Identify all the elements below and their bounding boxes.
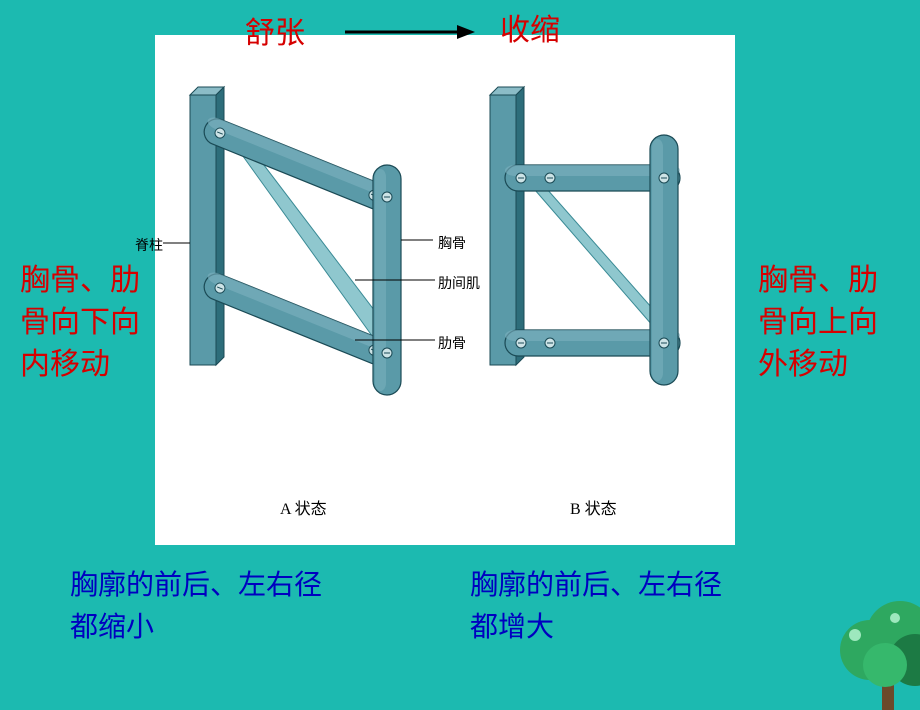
spine-label: 脊柱: [135, 235, 163, 255]
bottom-left-desc: 胸廓的前后、左右径 都缩小: [70, 565, 322, 649]
intercostal-label: 肋间肌: [438, 273, 480, 293]
tree-icon: [800, 580, 920, 710]
left-desc: 胸骨、肋 骨向下向 内移动: [20, 260, 140, 386]
sternum-label: 胸骨: [438, 233, 466, 253]
right-desc: 胸骨、肋 骨向上向 外移动: [758, 260, 878, 386]
bottom-right-desc: 胸廓的前后、左右径 都增大: [470, 565, 722, 649]
state-b-label: B 状态: [570, 495, 617, 519]
contract-label: 收缩: [500, 5, 560, 49]
state-a-label: A 状态: [280, 495, 327, 519]
arrow-icon: [345, 22, 475, 42]
rib-label: 肋骨: [438, 333, 466, 353]
